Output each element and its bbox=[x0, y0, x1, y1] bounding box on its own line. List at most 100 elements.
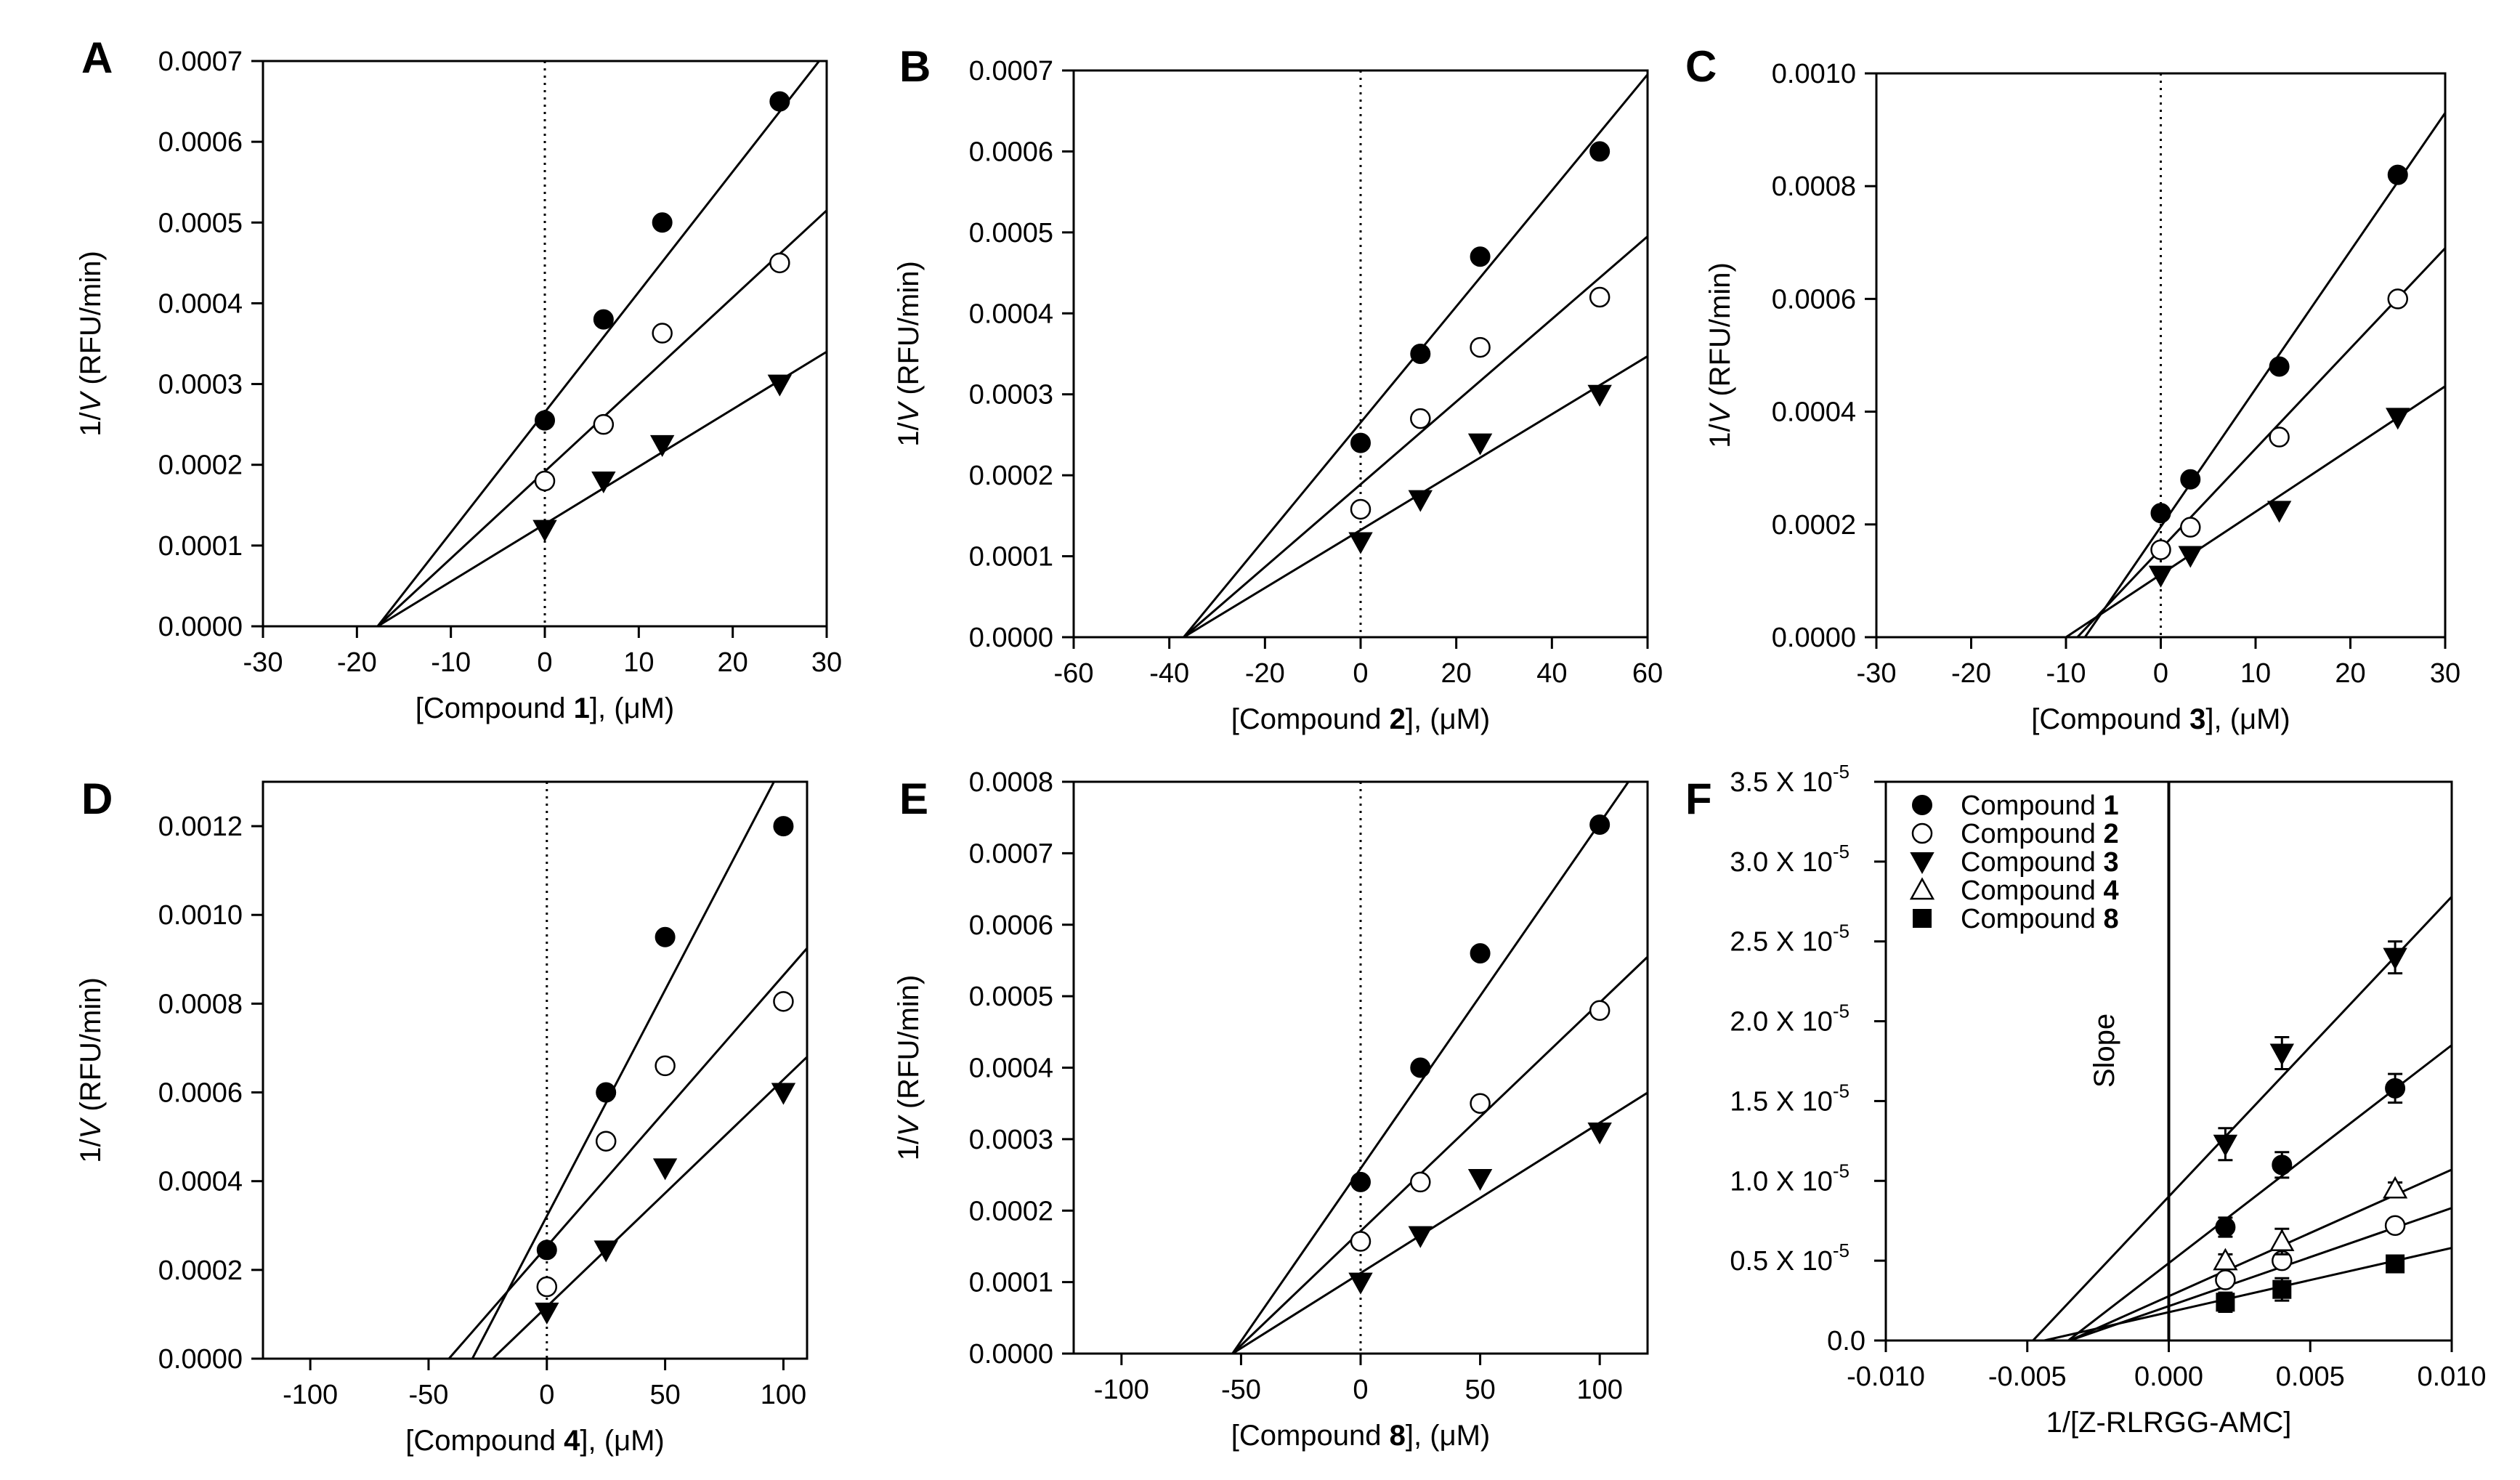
x-tick-label: 20 bbox=[2335, 658, 2365, 689]
data-point bbox=[534, 470, 556, 492]
x-tick-label: -60 bbox=[1054, 658, 1094, 689]
data-point bbox=[1348, 532, 1373, 554]
legend-label: Compound 2 bbox=[1961, 819, 2119, 849]
fit-line bbox=[2043, 1247, 2452, 1341]
legend-marker bbox=[1911, 822, 1933, 844]
y-tick-label: 0.0006 bbox=[158, 127, 243, 158]
data-point bbox=[649, 434, 675, 457]
panel-D: D -100 -50 0 50 100 0.0000 0.0002 0.0004 0.0006 0.… bbox=[75, 775, 809, 1457]
x-tick-label: -10 bbox=[2046, 658, 2086, 689]
y-tick-label: 0.0002 bbox=[158, 450, 243, 481]
data-point bbox=[2382, 1176, 2408, 1199]
y-tick-label: 0.0008 bbox=[969, 767, 1053, 798]
data-point bbox=[1348, 1272, 1373, 1295]
y-tick-label: 0.5 X 10-5 bbox=[1730, 1240, 1850, 1277]
panel-F: F -0.010 -0.005 0.000 0.005 0.010 0.0 0.5 X 10-… bbox=[1685, 761, 2487, 1439]
data-point bbox=[2386, 408, 2410, 430]
data-point bbox=[1589, 814, 1611, 836]
x-tick-label: 10 bbox=[623, 647, 654, 678]
x-tick-label: -50 bbox=[408, 1380, 448, 1410]
x-tick-label: -50 bbox=[1221, 1375, 1261, 1405]
x-tick-label: 0 bbox=[537, 647, 552, 678]
y-tick-label: 0.0007 bbox=[969, 56, 1053, 86]
data-point bbox=[1470, 1093, 1491, 1114]
y-axis-label: 1/V (RFU/min) bbox=[1704, 262, 1736, 448]
y-tick-label: 3.5 X 10-5 bbox=[1730, 761, 1850, 798]
y-tick-label: 0.0000 bbox=[1772, 623, 1856, 653]
panel-letter: D bbox=[81, 775, 113, 823]
y-tick-label: 0.0000 bbox=[158, 1344, 243, 1375]
data-point bbox=[767, 374, 793, 397]
y-tick-label: 0.0002 bbox=[158, 1255, 243, 1286]
data-point bbox=[593, 1240, 618, 1263]
data-point bbox=[2180, 469, 2201, 490]
data-point bbox=[1587, 1123, 1612, 1145]
data-point bbox=[2383, 947, 2407, 970]
data-point bbox=[1587, 384, 1612, 407]
y-axis-label: Slope bbox=[2088, 1014, 2120, 1088]
x-tick-label: 0 bbox=[539, 1380, 554, 1410]
panel-A: A -30 -20 -10 0 10 20 30 0.0000 0.0001 0.0002 0.000… bbox=[75, 33, 842, 724]
legend-marker bbox=[1910, 852, 1934, 875]
data-point bbox=[773, 816, 794, 837]
y-tick-label: 0.0003 bbox=[969, 1125, 1053, 1155]
x-axis-label: [Compound 8], (μM) bbox=[1231, 1420, 1491, 1452]
x-tick-label: -20 bbox=[337, 647, 377, 678]
y-tick-label: 0.0006 bbox=[969, 910, 1053, 941]
data-point bbox=[2269, 426, 2290, 448]
y-tick-label: 0.0010 bbox=[1772, 59, 1856, 89]
legend-marker bbox=[1909, 877, 1935, 900]
data-point bbox=[535, 410, 555, 431]
data-point bbox=[536, 1240, 557, 1261]
panel-letter: B bbox=[899, 42, 931, 91]
data-point bbox=[1589, 141, 1611, 162]
data-point bbox=[771, 1083, 796, 1105]
panel-C: C -30 -20 -10 0 10 20 30 0.0000 0.0002 0.0004 0.000… bbox=[1685, 42, 2460, 735]
y-tick-label: 0.0007 bbox=[969, 838, 1053, 869]
y-tick-label: 0.0004 bbox=[969, 299, 1053, 329]
y-tick-label: 0.0005 bbox=[969, 218, 1053, 248]
data-point bbox=[1467, 1168, 1493, 1192]
data-point bbox=[652, 1158, 678, 1181]
data-point bbox=[2215, 1269, 2236, 1290]
y-tick-label: 0.0003 bbox=[969, 380, 1053, 411]
x-tick-label: 0.000 bbox=[2134, 1362, 2203, 1392]
data-point bbox=[652, 323, 673, 344]
x-axis-label: [Compound 4], (μM) bbox=[405, 1425, 665, 1457]
x-tick-label: -20 bbox=[1245, 658, 1285, 689]
y-tick-label: 0.0001 bbox=[158, 531, 243, 562]
data-point bbox=[593, 309, 614, 330]
data-point bbox=[1350, 1171, 1371, 1192]
data-point bbox=[2387, 164, 2408, 185]
y-tick-label: 0.0000 bbox=[969, 623, 1053, 653]
data-point bbox=[1410, 344, 1431, 364]
data-point bbox=[2272, 1155, 2293, 1176]
fit-line bbox=[2083, 112, 2445, 637]
fit-line bbox=[2065, 385, 2445, 637]
y-tick-label: 0.0001 bbox=[969, 542, 1053, 573]
y-tick-label: 0.0004 bbox=[158, 1167, 243, 1197]
data-point bbox=[2213, 1134, 2238, 1157]
x-tick-label: 20 bbox=[1441, 658, 1472, 689]
data-point bbox=[2385, 1077, 2406, 1099]
data-point bbox=[1589, 1000, 1611, 1022]
plot-frame bbox=[262, 780, 809, 1360]
y-tick-label: 0.0005 bbox=[969, 982, 1053, 1012]
legend-label: Compound 1 bbox=[1961, 790, 2119, 821]
data-point bbox=[1470, 336, 1491, 358]
y-axis-label: 1/V (RFU/min) bbox=[75, 977, 107, 1163]
y-tick-label: 0.0000 bbox=[158, 612, 243, 642]
y-tick-label: 0.0004 bbox=[1772, 397, 1856, 428]
x-tick-label: 0.010 bbox=[2417, 1362, 2486, 1392]
x-tick-label: 100 bbox=[761, 1380, 806, 1410]
data-point bbox=[2269, 1229, 2295, 1252]
data-point bbox=[1410, 1057, 1431, 1078]
x-tick-label: -20 bbox=[1951, 658, 1991, 689]
y-tick-label: 0.0 bbox=[1827, 1326, 1865, 1356]
data-point bbox=[2215, 1217, 2236, 1238]
data-point bbox=[532, 519, 557, 542]
fit-line bbox=[376, 61, 820, 626]
data-point bbox=[536, 1276, 558, 1298]
y-tick-label: 1.5 X 10-5 bbox=[1730, 1080, 1850, 1117]
y-tick-label: 0.0006 bbox=[1772, 284, 1856, 315]
